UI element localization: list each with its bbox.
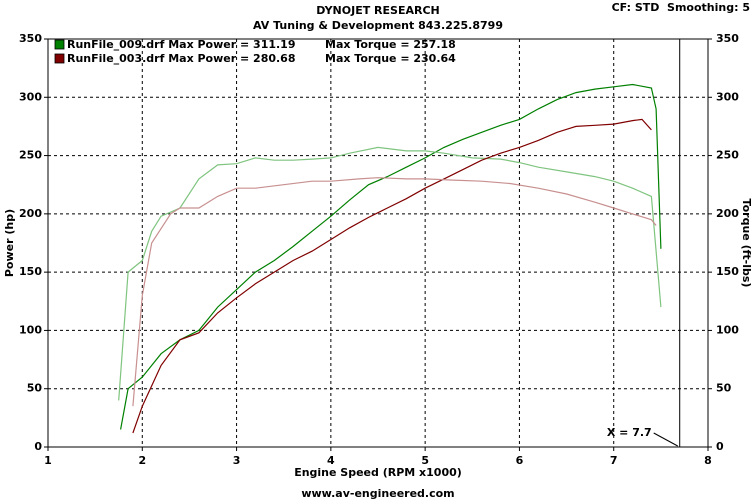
settings-text: CF: STD Smoothing: 5 [612, 1, 750, 14]
y-tick-label: 150 [19, 265, 42, 278]
y2-tick-label: 300 [716, 90, 739, 103]
y2-tick-label: 200 [716, 207, 739, 220]
y-tick-label: 0 [34, 440, 42, 453]
y-tick-label: 50 [27, 382, 43, 395]
series-line [132, 177, 657, 407]
x-axis-label: Engine Speed (RPM x1000) [294, 466, 462, 479]
x-tick-label: 2 [138, 454, 146, 467]
y2-tick-label: 350 [716, 32, 739, 45]
series-line [120, 83, 662, 430]
footer: www.av-engineered.com [301, 487, 454, 500]
y-tick-label: 350 [19, 32, 42, 45]
y-tick-label: 300 [19, 90, 42, 103]
series-line [118, 146, 662, 401]
legend-swatch [54, 39, 65, 50]
x-tick-label: 3 [233, 454, 241, 467]
legend-label: Max Torque = 230.64 [325, 52, 456, 65]
x-tick-label: 1 [44, 454, 52, 467]
y2-tick-label: 50 [716, 382, 732, 395]
x-tick-label: 7 [610, 454, 618, 467]
x-tick-label: 4 [327, 454, 335, 467]
cursor-label: X = 7.7 [607, 426, 652, 439]
chart-title: DYNOJET RESEARCH [316, 4, 439, 17]
y-tick-label: 100 [19, 323, 42, 336]
y-axis-label: Power (hp) [3, 209, 16, 277]
legend-label: RunFile_003.drf Max Power = 280.68 [67, 52, 296, 65]
y-tick-label: 250 [19, 149, 42, 162]
y2-tick-label: 250 [716, 149, 739, 162]
y2-axis-label: Torque (ft-lbs) [740, 199, 753, 288]
x-tick-label: 6 [516, 454, 524, 467]
y2-tick-label: 0 [716, 440, 724, 453]
chart-subtitle: AV Tuning & Development 843.225.8799 [253, 19, 503, 32]
y2-tick-label: 150 [716, 265, 739, 278]
y2-tick-label: 100 [716, 323, 739, 336]
series-line [132, 118, 652, 434]
x-tick-label: 8 [704, 454, 712, 467]
plot-frame [47, 38, 709, 448]
cursor-arrow [653, 432, 678, 447]
legend-swatch [54, 53, 65, 64]
legend-label: Max Torque = 257.18 [325, 38, 456, 51]
y-tick-label: 200 [19, 207, 42, 220]
legend-label: RunFile_009.drf Max Power = 311.19 [67, 38, 296, 51]
x-tick-label: 5 [421, 454, 429, 467]
